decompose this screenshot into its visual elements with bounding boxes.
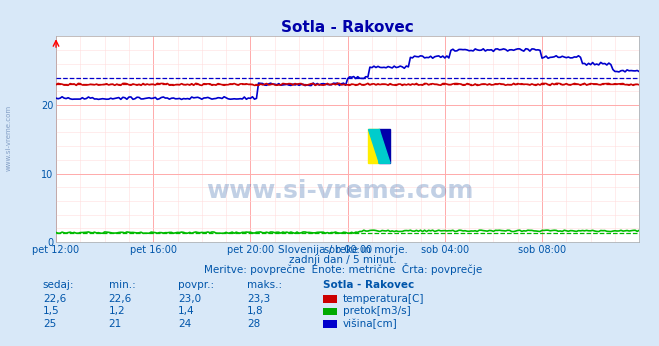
Bar [368,129,379,163]
Text: 24: 24 [178,319,191,329]
Text: pretok[m3/s]: pretok[m3/s] [343,306,411,316]
Text: 21: 21 [109,319,122,329]
Text: 23,0: 23,0 [178,294,201,304]
Text: 1,5: 1,5 [43,306,59,316]
Polygon shape [379,129,390,163]
Text: 25: 25 [43,319,56,329]
Text: 22,6: 22,6 [109,294,132,304]
Text: 1,8: 1,8 [247,306,264,316]
Text: Meritve: povprečne  Enote: metrične  Črta: povprečje: Meritve: povprečne Enote: metrične Črta:… [204,263,482,275]
Text: 1,2: 1,2 [109,306,125,316]
Text: 1,4: 1,4 [178,306,194,316]
Text: 22,6: 22,6 [43,294,66,304]
Polygon shape [368,129,379,163]
Text: povpr.:: povpr.: [178,280,214,290]
Text: Sotla - Rakovec: Sotla - Rakovec [323,280,414,290]
Text: temperatura[C]: temperatura[C] [343,294,424,304]
Text: 28: 28 [247,319,260,329]
Title: Sotla - Rakovec: Sotla - Rakovec [281,20,414,35]
Text: www.si-vreme.com: www.si-vreme.com [5,105,12,172]
Text: 23,3: 23,3 [247,294,270,304]
Text: sedaj:: sedaj: [43,280,74,290]
Text: www.si-vreme.com: www.si-vreme.com [206,179,473,203]
Text: višina[cm]: višina[cm] [343,319,397,329]
Text: min.:: min.: [109,280,136,290]
Text: zadnji dan / 5 minut.: zadnji dan / 5 minut. [289,255,397,265]
Text: maks.:: maks.: [247,280,282,290]
Bar [379,129,390,163]
Text: Slovenija / reke in morje.: Slovenija / reke in morje. [277,245,408,255]
